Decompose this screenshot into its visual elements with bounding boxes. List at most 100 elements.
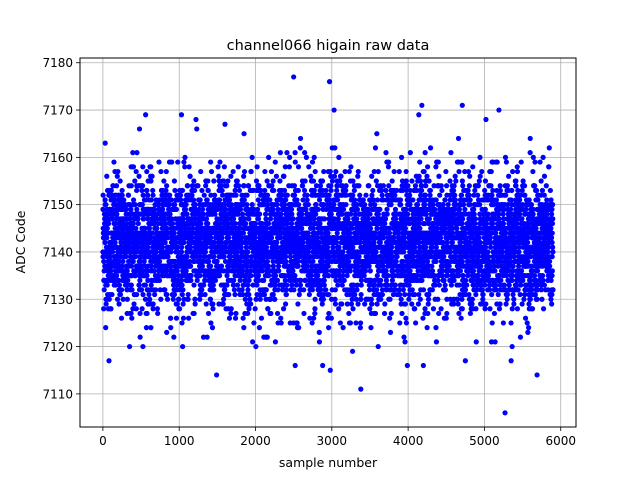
data-point [282, 301, 289, 307]
data-point [308, 173, 314, 179]
data-point [169, 159, 175, 165]
data-point [253, 343, 259, 350]
data-point [244, 202, 250, 208]
data-point [379, 291, 386, 298]
data-point [423, 211, 429, 217]
data-point [291, 183, 298, 189]
data-point [291, 192, 298, 198]
data-point [272, 296, 278, 302]
data-point [194, 277, 200, 283]
data-point [412, 183, 419, 189]
data-point [328, 315, 334, 321]
data-point [462, 277, 469, 283]
data-point [472, 216, 479, 222]
data-point [374, 273, 380, 279]
data-point [323, 187, 329, 194]
data-point [173, 315, 180, 321]
data-point [105, 220, 112, 227]
data-point [407, 192, 413, 198]
data-point [158, 296, 164, 302]
data-point [270, 291, 276, 298]
data-point [426, 291, 432, 298]
data-point [370, 187, 376, 194]
data-point [144, 310, 150, 317]
data-point [401, 249, 407, 255]
data-point [102, 239, 108, 246]
data-point [305, 230, 311, 236]
data-point [289, 282, 295, 288]
data-point [345, 216, 351, 222]
data-point [425, 310, 431, 317]
data-point [101, 268, 107, 274]
data-point [208, 192, 214, 198]
data-point [179, 244, 185, 250]
data-point [354, 216, 360, 222]
data-point [275, 263, 282, 269]
data-point [224, 216, 231, 222]
data-point [407, 150, 413, 156]
data-point [290, 216, 296, 222]
data-point [234, 282, 241, 288]
data-point [306, 291, 312, 298]
data-point [295, 258, 301, 265]
data-point [278, 320, 284, 326]
data-point [270, 178, 276, 184]
data-point [426, 178, 432, 184]
data-point [108, 187, 114, 194]
data-point [113, 183, 120, 189]
data-point [379, 192, 385, 198]
data-point [358, 277, 365, 283]
data-point [310, 258, 316, 265]
data-point [252, 220, 259, 227]
data-point [187, 258, 193, 265]
data-point [374, 197, 381, 203]
data-point [372, 310, 379, 317]
data-point [352, 197, 358, 203]
data-point [210, 306, 216, 312]
data-point [341, 277, 347, 283]
data-point [127, 343, 133, 350]
data-point [452, 192, 458, 198]
data-point [333, 239, 339, 246]
data-point [450, 230, 456, 236]
data-point [472, 220, 478, 227]
data-point [158, 168, 164, 175]
data-point [346, 310, 352, 317]
data-point [422, 192, 429, 198]
data-point [137, 334, 143, 340]
data-point [168, 315, 174, 321]
data-point [389, 178, 395, 184]
data-point [309, 287, 316, 293]
data-point [190, 225, 196, 231]
data-point [378, 282, 384, 288]
data-point [405, 183, 411, 189]
data-point [280, 306, 287, 312]
data-point [163, 187, 169, 194]
data-point [451, 183, 457, 189]
data-point [368, 296, 374, 302]
data-point [436, 173, 442, 179]
data-point [180, 301, 186, 307]
data-point [154, 216, 160, 222]
data-point [471, 206, 477, 212]
data-point [294, 320, 300, 326]
data-point [451, 187, 457, 194]
data-point [134, 249, 140, 255]
data-point [119, 263, 125, 269]
data-point [388, 202, 394, 208]
data-point [386, 183, 392, 189]
data-point [326, 291, 332, 298]
data-point [272, 339, 279, 345]
data-point [355, 173, 361, 179]
data-point [210, 301, 216, 307]
data-point [340, 206, 347, 212]
data-point [137, 258, 143, 265]
data-point [208, 235, 214, 241]
data-point [155, 273, 161, 279]
data-point [471, 211, 477, 217]
data-point [424, 173, 430, 179]
data-point [445, 202, 451, 208]
data-point [216, 273, 223, 279]
data-point [171, 178, 177, 184]
data-point [263, 244, 270, 250]
